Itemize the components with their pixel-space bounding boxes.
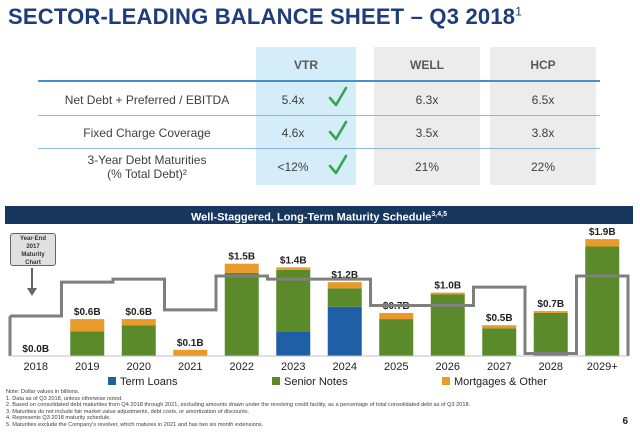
footnotes: Note: Dollar values in billions. 1. Data… (6, 389, 471, 428)
cell-well-maturities: 21% (414, 160, 440, 174)
legend-senior-notes: Senior Notes (272, 376, 348, 388)
x-tick-label-2023: 2023 (281, 361, 305, 373)
x-tick-label-2025: 2025 (384, 361, 408, 373)
callout-arrow-head (27, 288, 37, 296)
bar-mortgages-2029-plus (585, 239, 620, 247)
data-label-2026: $1.0B (434, 281, 461, 292)
bar-mortgages-2019 (70, 319, 105, 332)
bar-mortgages-2022 (224, 263, 259, 273)
bar-term-loans-2024 (327, 306, 362, 356)
x-tick-label-2019: 2019 (75, 361, 99, 373)
x-tick-label-2024: 2024 (333, 361, 357, 373)
data-label-2023: $1.4B (280, 255, 307, 266)
bar-senior-notes-2029-plus (585, 246, 620, 356)
data-label-2021: $0.1B (177, 338, 204, 349)
data-label-2024: $1.2B (331, 270, 358, 281)
bar-mortgages-2023 (276, 267, 311, 270)
row-label-debt-maturities: 3-Year Debt Maturities (% Total Debt)² (87, 153, 207, 181)
page-number: 6 (622, 416, 628, 427)
table-divider (38, 80, 600, 82)
year-end-2017-callout: Year-End 2017 Maturity Chart (10, 233, 56, 266)
row-label-fixed-charge: Fixed Charge Coverage (83, 126, 211, 140)
cell-hcp-net-debt: 6.5x (531, 93, 555, 107)
data-label-2029-plus: $1.9B (589, 227, 616, 238)
cell-well-fixed-charge: 3.5x (415, 126, 439, 140)
x-tick-label-2018: 2018 (24, 361, 48, 373)
bar-mortgages-2028 (533, 311, 568, 313)
x-tick-label-2028: 2028 (539, 361, 563, 373)
table-divider (38, 148, 600, 149)
x-tick-label-2029-plus: 2029+ (587, 361, 618, 373)
data-label-2022: $1.5B (228, 252, 255, 263)
chart-title-band: Well-Staggered, Long-Term Maturity Sched… (5, 206, 633, 224)
x-tick-label-2027: 2027 (487, 361, 511, 373)
column-header-hcp: HCP (530, 58, 556, 72)
bar-senior-notes-2027 (482, 328, 517, 356)
legend-swatch-term-loans (108, 377, 116, 385)
data-label-2019: $0.6B (74, 307, 101, 318)
green-checkmark-icon (328, 120, 348, 141)
column-header-vtr: VTR (294, 58, 318, 72)
green-checkmark-icon (328, 86, 348, 107)
bar-mortgages-2026 (430, 292, 465, 295)
maturity-chart: $0.0B 2018 $0.6B 2019 $0.6B 2020 $0.1B 2021 $1.5… (8, 227, 630, 373)
prior-year-step-line (10, 274, 630, 356)
cell-vtr-net-debt: 5.4x (281, 93, 305, 107)
bar-senior-notes-2028 (533, 312, 568, 356)
bar-senior-notes-2022 (224, 272, 259, 356)
legend-swatch-mortgages (442, 377, 450, 385)
cell-vtr-fixed-charge: 4.6x (281, 126, 305, 140)
bar-senior-notes-2020 (121, 325, 156, 356)
legend-mortgages: Mortgages & Other (442, 376, 547, 388)
data-label-2027: $0.5B (486, 313, 513, 324)
x-tick-label-2022: 2022 (230, 361, 254, 373)
bar-mortgages-2025 (379, 312, 414, 320)
column-header-well: WELL (410, 58, 444, 72)
bar-term-loans-2023 (276, 331, 311, 356)
bar-senior-notes-2025 (379, 319, 414, 356)
bar-mortgages-2024 (327, 282, 362, 289)
x-tick-label-2021: 2021 (178, 361, 202, 373)
legend-term-loans: Term Loans (108, 376, 177, 388)
bar-senior-notes-2019 (70, 331, 105, 356)
cell-well-net-debt: 6.3x (415, 93, 439, 107)
vtr-column-highlight (256, 47, 356, 185)
data-label-2018: $0.0B (22, 344, 49, 355)
x-tick-label-2020: 2020 (127, 361, 151, 373)
bar-senior-notes-2024 (327, 288, 362, 307)
row-label-net-debt: Net Debt + Preferred / EBITDA (64, 93, 230, 107)
cell-hcp-maturities: 22% (530, 160, 556, 174)
table-divider (38, 115, 600, 116)
hcp-column-background (490, 47, 596, 185)
bar-mortgages-2020 (121, 319, 156, 326)
page-title: SECTOR-LEADING BALANCE SHEET – Q3 20181 (8, 4, 523, 29)
x-tick-label-2026: 2026 (436, 361, 460, 373)
well-column-background (374, 47, 480, 185)
cell-hcp-fixed-charge: 3.8x (531, 126, 555, 140)
data-label-2028: $0.7B (537, 299, 564, 310)
bar-mortgages-2021 (173, 349, 208, 356)
green-checkmark-icon (328, 154, 348, 175)
legend-swatch-senior-notes (272, 377, 280, 385)
bar-senior-notes-2026 (430, 294, 465, 356)
cell-vtr-maturities: <12% (277, 160, 309, 174)
bar-mortgages-2027 (482, 325, 517, 329)
data-label-2020: $0.6B (125, 307, 152, 318)
